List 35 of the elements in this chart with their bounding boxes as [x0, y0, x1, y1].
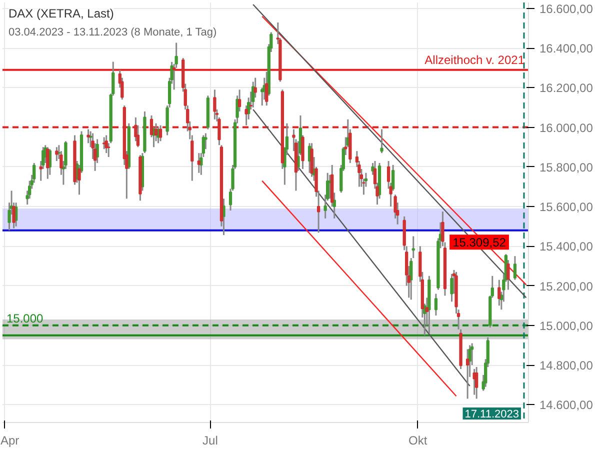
y-tick-label: 15.000,00 [540, 318, 594, 333]
candlestick [104, 134, 108, 154]
y-tick-label: 15.200,00 [540, 279, 594, 294]
candlestick [475, 366, 478, 400]
y-tick-label: 16.000,00 [540, 120, 594, 135]
y-tick-label: 14.600,00 [540, 398, 594, 412]
y-tick-label: 16.200,00 [540, 81, 594, 96]
y-tick-label: 15.800,00 [540, 160, 594, 174]
candlestick [197, 152, 200, 174]
candlestick [252, 80, 255, 108]
y-tick-label: 14.800,00 [540, 358, 594, 373]
candlestick [434, 292, 438, 316]
candlestick [513, 255, 517, 281]
ref-line-label: 15.000 [6, 311, 44, 326]
x-tick-label: Apr [0, 434, 20, 448]
ref-line-label: Allzeithoch v. 2021 [424, 52, 525, 67]
candlestick [466, 348, 470, 400]
y-tick-label: 16.400,00 [540, 42, 594, 56]
ref-line-label: 17.11.2023 [464, 408, 519, 420]
chart-title: DAX (XETRA, Last) [8, 6, 114, 20]
candlestick [102, 136, 106, 150]
candlestick [450, 273, 454, 302]
candlestick [213, 88, 216, 120]
annotation: 15.309,52 [452, 236, 506, 250]
y-tick-label: 15.400,00 [540, 240, 594, 254]
candlestick [380, 128, 384, 154]
candlestick [55, 146, 58, 162]
candlestick [412, 236, 415, 259]
y-tick-label: 16.600,00 [540, 2, 594, 16]
y-tick-label: 15.600,00 [540, 200, 594, 214]
candlestick [498, 279, 501, 306]
x-tick-label: Okt [408, 434, 428, 448]
x-tick-label: Jul [202, 434, 218, 448]
candlestick [46, 146, 50, 180]
text: 03.04.2023 - 13.11.2023 (8 Monate, 1 Tag) [8, 26, 217, 38]
